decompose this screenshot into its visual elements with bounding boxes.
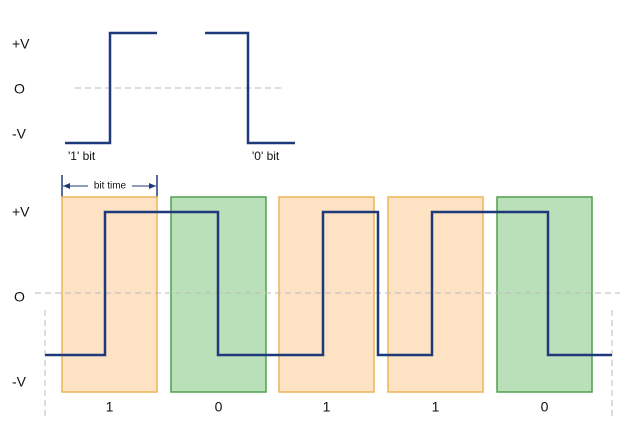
level-label: O <box>14 81 25 97</box>
bit-label: '1' bit <box>68 149 96 163</box>
bit-value: 0 <box>215 399 223 415</box>
bit-cell <box>387 196 484 393</box>
bit-cell <box>496 196 593 393</box>
level-label: -V <box>12 126 27 142</box>
bit-time-label: bit time <box>94 181 127 192</box>
level-label: +V <box>12 204 30 220</box>
level-label: +V <box>12 36 30 52</box>
bit-cell <box>61 196 158 393</box>
level-label: -V <box>12 374 27 390</box>
bit-label: '0' bit <box>252 149 280 163</box>
encoded-wave <box>45 210 612 357</box>
level-label: O <box>14 289 25 305</box>
bit-value: 1 <box>432 399 440 415</box>
label-bg <box>88 180 132 192</box>
bit-value: 1 <box>323 399 331 415</box>
one-bit-wave <box>65 31 157 145</box>
zero-bit-wave <box>205 31 295 145</box>
bit-cell <box>278 196 375 393</box>
arrow-head <box>149 183 156 189</box>
bit-value: 0 <box>541 399 549 415</box>
bit-cells <box>61 196 593 393</box>
bit-value: 1 <box>106 399 114 415</box>
arrow-head <box>63 183 70 189</box>
